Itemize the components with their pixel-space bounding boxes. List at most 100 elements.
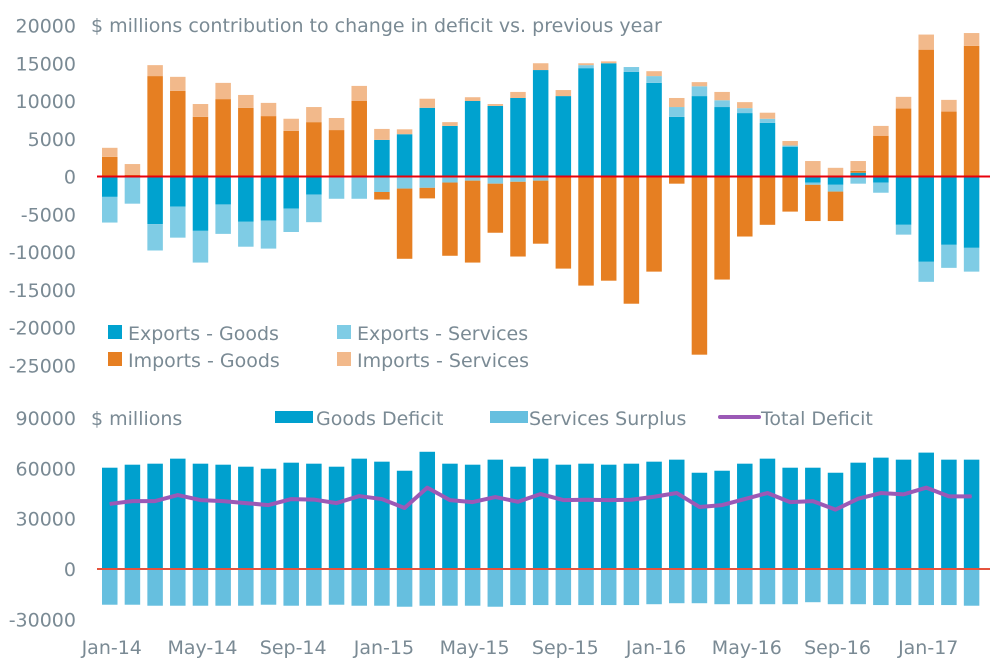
bar-imports-goods <box>238 107 254 177</box>
bar-imports-goods <box>283 130 299 177</box>
point-total-deficit <box>812 500 814 502</box>
legend-label-imports-services: Imports - Services <box>357 350 529 372</box>
bar-exports-services <box>578 65 594 69</box>
bottom-bars <box>102 451 980 607</box>
bar-imports-goods <box>623 176 640 304</box>
bar-imports-services <box>646 71 662 77</box>
bar-services-surplus <box>215 569 231 606</box>
bar-goods-deficit <box>306 463 322 569</box>
bar-exports-goods <box>260 176 277 221</box>
bar-services-surplus <box>805 569 821 603</box>
bar-goods-deficit <box>419 451 436 569</box>
point-total-deficit <box>744 498 746 500</box>
bar-imports-services <box>260 102 277 117</box>
bar-imports-goods <box>669 176 685 184</box>
bar-exports-goods <box>510 97 526 177</box>
bar-imports-goods <box>170 90 186 177</box>
legend-swatch-imports-services <box>337 352 351 366</box>
x-tick-label: Sep-14 <box>260 637 327 659</box>
bar-imports-services <box>805 161 821 177</box>
bar-goods-deficit <box>102 467 118 569</box>
x-tick-label: Jan-14 <box>81 637 142 659</box>
bar-exports-services <box>963 247 980 272</box>
bar-exports-goods <box>102 176 118 197</box>
x-tick-label: Jan-16 <box>625 637 686 659</box>
bar-services-surplus <box>328 569 345 605</box>
bar-services-surplus <box>600 569 617 606</box>
bar-imports-services <box>669 97 685 108</box>
bar-exports-services <box>351 176 367 199</box>
point-total-deficit <box>789 501 791 503</box>
bar-exports-goods <box>600 63 617 177</box>
bar-imports-goods <box>963 45 980 177</box>
bottom-chart-title: $ millions <box>91 408 182 430</box>
bar-exports-services <box>895 224 912 235</box>
point-total-deficit <box>903 493 905 495</box>
bar-imports-services <box>578 63 594 66</box>
bar-goods-deficit <box>805 467 821 569</box>
bar-imports-goods <box>873 135 889 177</box>
legend-item-exports-goods: Exports - Goods <box>108 323 279 345</box>
bar-imports-services <box>510 91 526 98</box>
point-total-deficit <box>268 504 270 506</box>
bar-exports-goods <box>464 101 481 177</box>
bar-services-surplus <box>963 569 980 606</box>
bar-exports-services <box>306 194 322 223</box>
bar-imports-goods <box>691 176 708 355</box>
bar-exports-services <box>419 176 436 188</box>
bar-imports-services <box>215 82 231 100</box>
point-total-deficit <box>766 492 768 494</box>
bar-goods-deficit <box>124 464 141 569</box>
bar-exports-goods <box>487 105 504 177</box>
bar-exports-goods <box>192 176 209 231</box>
bar-goods-deficit <box>283 462 299 569</box>
bar-imports-goods <box>464 180 481 263</box>
bar-services-surplus <box>260 569 277 605</box>
bar-exports-goods <box>396 134 413 177</box>
bar-services-surplus <box>714 569 730 605</box>
bar-goods-deficit <box>328 466 345 569</box>
top-y-tick-label: -5000 <box>21 204 76 226</box>
point-total-deficit <box>472 501 474 503</box>
bar-exports-services <box>328 176 345 199</box>
bar-exports-services <box>238 221 254 247</box>
bar-goods-deficit <box>782 467 798 569</box>
point-total-deficit <box>971 495 973 497</box>
bar-services-surplus <box>623 569 640 606</box>
bar-imports-services <box>555 90 572 97</box>
bar-exports-services <box>170 206 186 238</box>
bar-imports-goods <box>850 170 866 173</box>
bar-imports-goods <box>192 116 209 177</box>
bar-services-surplus <box>555 569 572 606</box>
bar-imports-goods <box>918 49 934 177</box>
bar-imports-services <box>306 107 322 123</box>
point-total-deficit <box>880 492 882 494</box>
bar-imports-goods <box>827 191 844 222</box>
bar-exports-services <box>260 220 277 249</box>
point-total-deficit <box>517 501 519 503</box>
bar-exports-services <box>850 176 866 184</box>
bar-imports-goods <box>487 183 504 233</box>
bar-imports-goods <box>419 187 436 199</box>
bar-imports-services <box>737 102 753 109</box>
top-y-axis: 20000 15000 10000 5000 0 -5000 -10000 -15000 -20… <box>9 16 76 378</box>
bar-imports-goods <box>555 176 572 269</box>
bar-exports-services <box>283 208 299 232</box>
bar-exports-goods <box>873 176 889 183</box>
point-total-deficit <box>494 496 496 498</box>
bar-exports-services <box>941 244 957 268</box>
bottom-y-tick-label: -30000 <box>9 609 76 631</box>
bar-imports-services <box>374 128 390 140</box>
bar-imports-goods <box>532 180 549 244</box>
bar-imports-services <box>238 94 254 108</box>
bar-imports-services <box>328 117 345 131</box>
legend-swatch-exports-goods <box>108 325 122 339</box>
bar-services-surplus <box>737 569 753 605</box>
bar-imports-goods <box>759 176 776 225</box>
bar-exports-services <box>396 176 413 189</box>
bar-exports-goods <box>555 96 572 177</box>
bar-exports-services <box>124 176 141 204</box>
bar-exports-goods <box>419 107 436 177</box>
bar-goods-deficit <box>737 463 753 569</box>
bar-imports-services <box>192 104 209 117</box>
